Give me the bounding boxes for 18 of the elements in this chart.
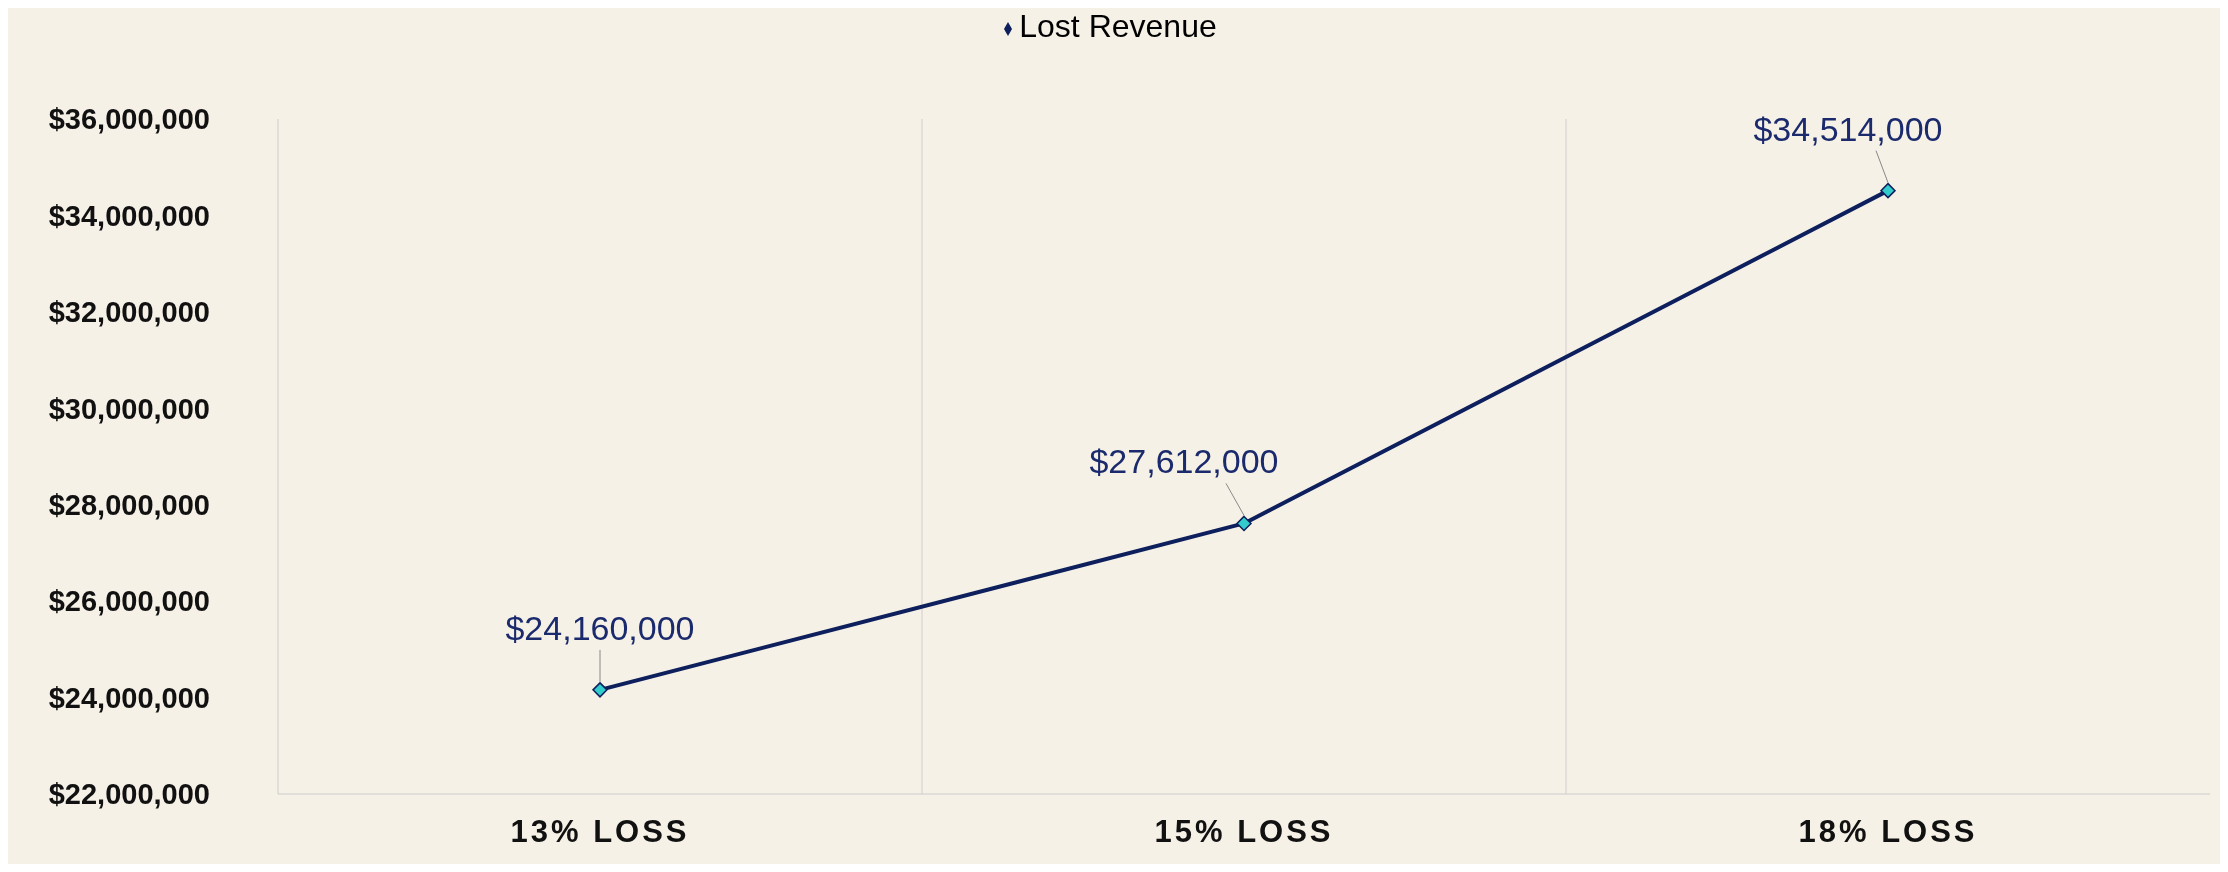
y-tick-label: $32,000,000 <box>48 296 210 329</box>
y-tick-label: $24,000,000 <box>48 681 210 714</box>
y-tick-label: $28,000,000 <box>48 489 210 522</box>
y-tick-label: $30,000,000 <box>48 392 210 425</box>
point <box>592 682 608 698</box>
y-tick-label: $22,000,000 <box>48 778 210 811</box>
y-tick-label: $26,000,000 <box>48 585 210 618</box>
data-label: $24,160,000 <box>505 608 695 647</box>
x-tick-label: 15% LOSS <box>1154 814 1334 850</box>
legend-label: Lost Revenue <box>1019 8 1217 44</box>
data-label: $27,612,000 <box>1089 442 1279 481</box>
data-label: $34,514,000 <box>1753 109 1943 148</box>
x-tick-label: 18% LOSS <box>1798 814 1978 850</box>
y-tick-label: $36,000,000 <box>48 103 210 136</box>
point <box>1880 182 1896 199</box>
x-tick-label: 13% LOSS <box>510 814 690 850</box>
point <box>1236 515 1252 532</box>
y-tick-label: $34,000,000 <box>48 199 210 232</box>
